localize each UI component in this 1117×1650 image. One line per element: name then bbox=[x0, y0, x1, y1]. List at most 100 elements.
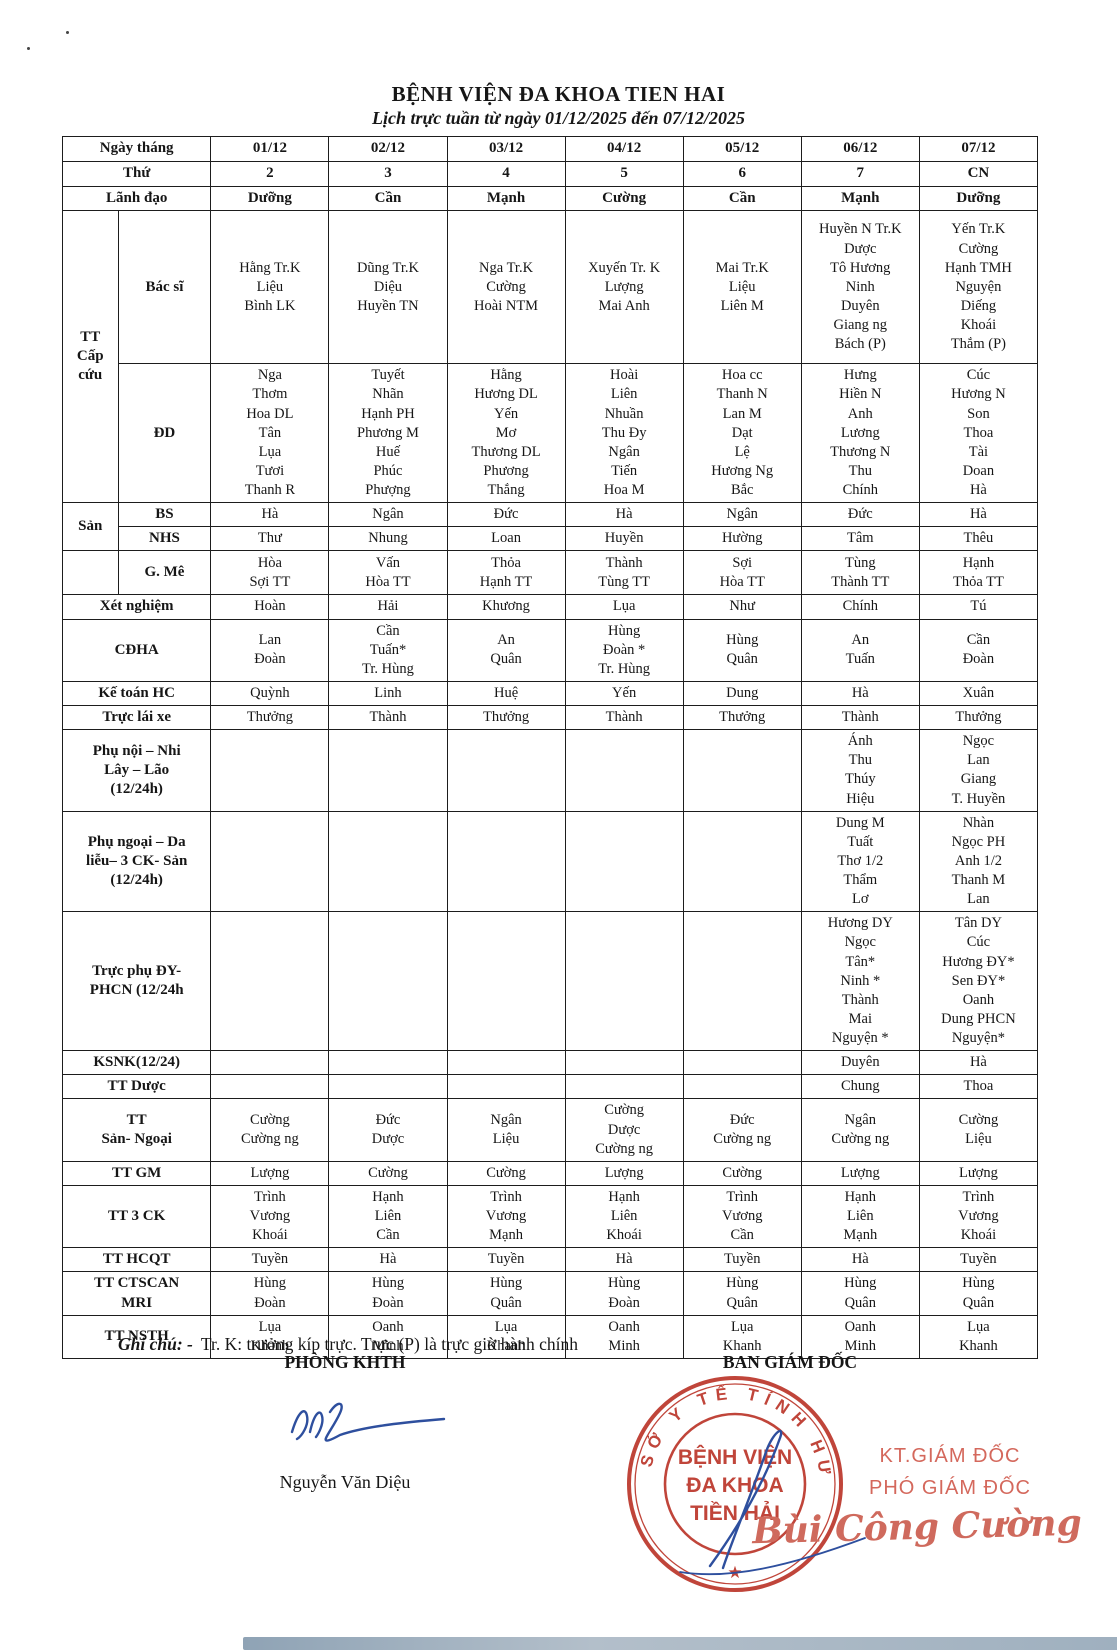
row-label-accounting: Kế toán HC bbox=[61, 680, 212, 707]
table-row: Phụ ngoại – Da liễu– 3 CK- Sản (12/24h) … bbox=[61, 810, 1039, 913]
schedule-cell: 7 bbox=[800, 160, 920, 187]
schedule-cell: Tuyền bbox=[682, 1247, 802, 1273]
schedule-cell: Oanh Minh bbox=[328, 1314, 448, 1359]
schedule-cell bbox=[564, 911, 684, 1052]
schedule-cell: Thành bbox=[564, 705, 684, 731]
schedule-cell: Hưng Hiền N Anh Lương Thương N Thu Chính bbox=[800, 363, 920, 504]
schedule-cell: Đức Dược bbox=[328, 1098, 448, 1162]
schedule-cell: Cường Dược Cường ng bbox=[564, 1098, 684, 1162]
schedule-cell: Tú bbox=[918, 594, 1039, 620]
table-row: Xét nghiệm Hoàn Hải Khương Lụa Như Chính… bbox=[61, 594, 1039, 620]
schedule-cell: Mạnh bbox=[800, 185, 920, 212]
schedule-cell bbox=[446, 729, 566, 812]
schedule-cell: 2 bbox=[210, 160, 330, 187]
schedule-cell: Trình Vương Cần bbox=[682, 1184, 802, 1249]
schedule-cell: Lụa bbox=[564, 594, 684, 620]
schedule-cell: Hoa cc Thanh N Lan M Dạt Lệ Hương Ng Bắc bbox=[682, 363, 802, 504]
hospital-stamp: SỞ Y TẾ TỈNH HƯNG BỆNH VIỆN ĐA KHOA TIỀN… bbox=[600, 1351, 866, 1611]
schedule-cell: Hà bbox=[800, 1247, 920, 1273]
footnote-text: Tr. K: trưởng kíp trực. Trực (P) là trực… bbox=[196, 1334, 579, 1354]
row-label-tt-3ck: TT 3 CK bbox=[61, 1184, 212, 1249]
schedule-cell bbox=[210, 911, 330, 1052]
group-label-emergency: TT Cấp cứu bbox=[62, 210, 119, 504]
schedule-cell: Hà bbox=[564, 1247, 684, 1273]
schedule-cell: Hùng Quân bbox=[446, 1271, 566, 1316]
row-label-internal-duty: Phụ nội – Nhi Lây – Lão (12/24h) bbox=[61, 729, 212, 812]
schedule-cell: Tuyền bbox=[446, 1247, 566, 1273]
row-label-driver: Trực lái xe bbox=[61, 705, 212, 731]
row-label-lab: Xét nghiệm bbox=[61, 594, 212, 620]
schedule-cell: Hùng Đoàn bbox=[564, 1271, 684, 1316]
schedule-cell: Hường bbox=[682, 526, 802, 552]
table-row: TT Sản- Ngoại Cường Cường ng Đức Dược Ng… bbox=[61, 1098, 1039, 1162]
schedule-cell: Dung bbox=[682, 680, 802, 707]
schedule-cell: Tuyền bbox=[918, 1247, 1039, 1273]
row-label-tt-gm: TT GM bbox=[61, 1160, 212, 1186]
schedule-cell: Hùng Đoàn bbox=[210, 1271, 330, 1316]
row-label-external-duty: Phụ ngoại – Da liễu– 3 CK- Sản (12/24h) bbox=[61, 810, 212, 913]
schedule-cell: 3 bbox=[328, 160, 448, 187]
schedule-cell: Hà bbox=[210, 502, 330, 528]
schedule-cell bbox=[328, 911, 448, 1052]
table-row: Trực lái xe Thưởng Thành Thưởng Thành Th… bbox=[61, 705, 1039, 731]
schedule-cell: Xuyến Tr. K Lượng Mai Anh bbox=[564, 210, 684, 365]
schedule-cell: Dũng Tr.K Diệu Huyền TN bbox=[328, 210, 448, 365]
row-label-tt-obstetrics-surgery: TT Sản- Ngoại bbox=[61, 1098, 212, 1162]
schedule-cell: Mạnh bbox=[446, 185, 566, 212]
schedule-cell: Lụa Khanh bbox=[918, 1314, 1039, 1359]
schedule-cell: Nga Tr.K Cường Hoài NTM bbox=[446, 210, 566, 365]
schedule-cell: CN bbox=[918, 160, 1039, 187]
schedule-cell: Tuyền bbox=[210, 1247, 330, 1273]
schedule-cell: Hằng Tr.K Liệu Bình LK bbox=[210, 210, 330, 365]
schedule-cell: An Quân bbox=[446, 618, 566, 682]
table-row: G. Mê Hòa Sợi TT Vấn Hòa TT Thỏa Hạnh TT… bbox=[62, 550, 1039, 596]
schedule-cell bbox=[446, 911, 566, 1052]
stamp-line-2: ĐA KHOA bbox=[686, 1474, 783, 1497]
schedule-cell: Tuyết Nhãn Hạnh PH Phương M Huế Phúc Phư… bbox=[328, 363, 448, 504]
schedule-cell: Ngân bbox=[328, 502, 448, 528]
schedule-cell: Trình Vương Mạnh bbox=[446, 1184, 566, 1249]
schedule-cell bbox=[446, 810, 566, 913]
schedule-cell: Hạnh Thỏa TT bbox=[918, 550, 1039, 596]
schedule-cell: Hà bbox=[800, 680, 920, 707]
schedule-cell: Hải bbox=[328, 594, 448, 620]
schedule-cell: Lượng bbox=[800, 1160, 920, 1186]
schedule-cell bbox=[682, 1074, 802, 1100]
schedule-cell bbox=[564, 1074, 684, 1100]
schedule-cell: Trình Vương Khoái bbox=[210, 1184, 330, 1249]
schedule-cell: Lượng bbox=[210, 1160, 330, 1186]
row-label-tt-ctscan-mri: TT CTSCAN MRI bbox=[61, 1271, 212, 1316]
schedule-cell: Thưởng bbox=[210, 705, 330, 731]
table-row: TT NSTH Lụa Khanh Oanh Minh Lụa Khanh Oa… bbox=[61, 1314, 1039, 1359]
schedule-cell: 01/12 bbox=[210, 136, 330, 162]
schedule-cell: 05/12 bbox=[682, 136, 802, 162]
schedule-cell: 02/12 bbox=[328, 136, 448, 162]
schedule-cell: Hạnh Liên Khoái bbox=[564, 1184, 684, 1249]
schedule-cell: Oanh Minh bbox=[564, 1314, 684, 1359]
schedule-cell bbox=[682, 1050, 802, 1076]
schedule-cell bbox=[682, 911, 802, 1052]
stamp-line-3: TIỀN HẢI bbox=[690, 1502, 780, 1525]
schedule-cell bbox=[328, 729, 448, 812]
table-row: TT CTSCAN MRI Hùng Đoàn Hùng Đoàn Hùng Q… bbox=[61, 1271, 1039, 1316]
row-label-bs: BS bbox=[117, 502, 212, 528]
schedule-cell: Hoàn bbox=[210, 594, 330, 620]
table-row: Phụ nội – Nhi Lây – Lão (12/24h) Ánh Thu… bbox=[61, 729, 1039, 812]
schedule-cell: Cường bbox=[328, 1160, 448, 1186]
schedule-cell: Hà bbox=[918, 502, 1039, 528]
schedule-cell bbox=[210, 1074, 330, 1100]
schedule-cell bbox=[564, 810, 684, 913]
row-label-ksnk: KSNK(12/24) bbox=[61, 1050, 212, 1076]
schedule-cell: Hùng Đoàn bbox=[328, 1271, 448, 1316]
schedule-cell: Chung bbox=[800, 1074, 920, 1100]
schedule-cell: Lan Đoàn bbox=[210, 618, 330, 682]
scan-speck bbox=[66, 31, 69, 34]
schedule-cell: Hạnh Liên Mạnh bbox=[800, 1184, 920, 1249]
blue-pen-tail bbox=[679, 1537, 866, 1576]
schedule-cell: Sợi Hòa TT bbox=[682, 550, 802, 596]
schedule-cell: Nhàn Ngọc PH Anh 1/2 Thanh M Lan bbox=[918, 810, 1039, 913]
row-label-tt-nsth: TT NSTH bbox=[61, 1314, 212, 1359]
schedule-cell: Cường Cường ng bbox=[210, 1098, 330, 1162]
schedule-cell: Thư bbox=[210, 526, 330, 552]
page-subtitle: Lịch trực tuần từ ngày 01/12/2025 đến 07… bbox=[371, 108, 746, 128]
